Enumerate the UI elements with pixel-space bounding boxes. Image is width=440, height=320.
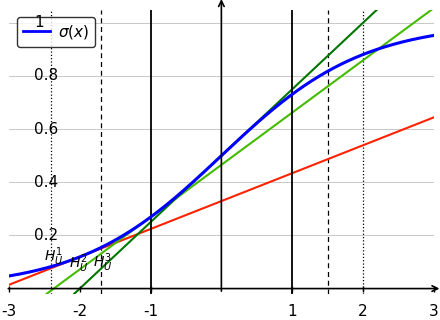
Line: $\sigma(x)$: $\sigma(x)$: [9, 36, 434, 276]
Text: $H_U^2$: $H_U^2$: [69, 252, 88, 275]
$\sigma(x)$: [202, 170, 207, 174]
$\sigma(x)$: [28, 270, 33, 274]
$\sigma(x)$: [341, 61, 346, 65]
Text: 0.2: 0.2: [34, 228, 59, 243]
Text: $H_U^3$: $H_U^3$: [92, 251, 112, 274]
Legend: $\sigma(x)$: $\sigma(x)$: [17, 17, 95, 47]
$\sigma(x)$: [418, 36, 424, 40]
$\sigma(x)$: [431, 34, 436, 37]
$\sigma(x)$: [419, 36, 424, 40]
Text: 0.8: 0.8: [34, 68, 59, 84]
$\sigma(x)$: [213, 159, 218, 163]
Text: 0.4: 0.4: [34, 175, 59, 190]
Text: $H_U^1$: $H_U^1$: [44, 245, 64, 268]
Text: 0.6: 0.6: [34, 122, 59, 137]
$\sigma(x)$: [6, 274, 11, 278]
Text: 1: 1: [34, 15, 44, 30]
